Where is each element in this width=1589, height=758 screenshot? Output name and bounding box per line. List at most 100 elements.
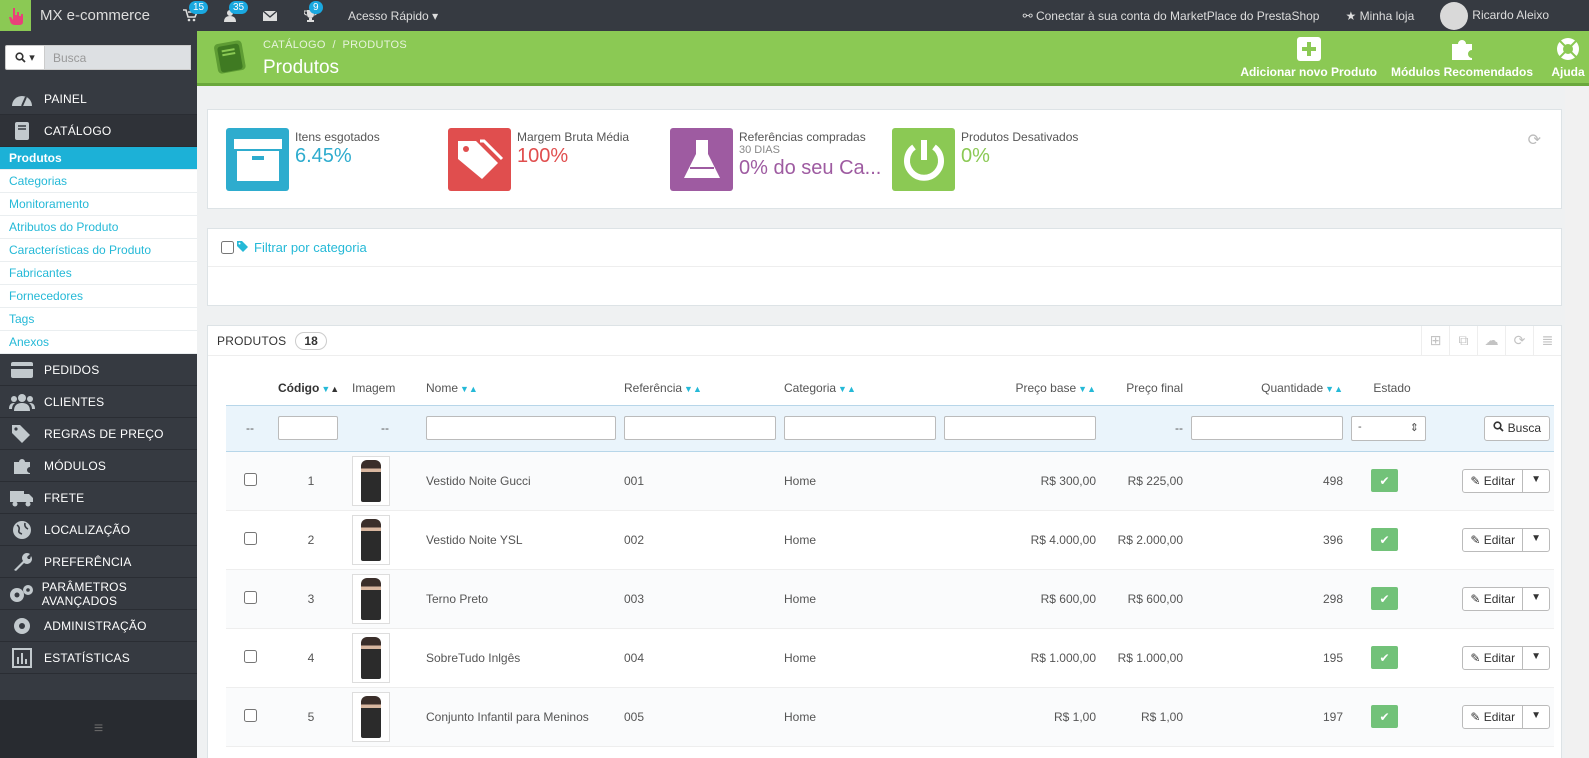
edit-button-group[interactable]: ✎ Editar ▼ <box>1462 586 1550 611</box>
table-row[interactable]: 4 SobreTudo Inlgês 004 Home R$ 1.000,00 … <box>226 628 1554 688</box>
kpi-out-of-stock[interactable]: Itens esgotados 6.45% <box>226 128 380 191</box>
kpi-disabled-products[interactable]: Produtos Desativados 0% <box>892 128 1078 191</box>
table-row[interactable]: 5 Conjunto Infantil para Meninos 005 Hom… <box>226 687 1554 747</box>
help-button[interactable]: Ajuda <box>1547 37 1589 79</box>
kpi-gross-margin[interactable]: Margem Bruta Média 100% <box>448 128 629 191</box>
submenu-item-fabricantes[interactable]: Fabricantes <box>0 262 197 285</box>
product-thumbnail[interactable] <box>352 573 390 624</box>
row-checkbox[interactable] <box>243 590 257 604</box>
sort-arrows-icon[interactable]: ▼▲ <box>684 383 702 394</box>
sidebar-item-preferencia[interactable]: PREFERÊNCIA <box>0 546 197 578</box>
submenu-item-anexos[interactable]: Anexos <box>0 331 197 354</box>
external-link-icon[interactable]: ⧉ <box>1449 325 1477 356</box>
sidebar-item-regras-preco[interactable]: REGRAS DE PREÇO <box>0 418 197 450</box>
product-thumbnail[interactable] <box>352 691 390 742</box>
edit-button-group[interactable]: ✎ Editar ▼ <box>1462 704 1550 729</box>
refresh-list-icon[interactable]: ⟳ <box>1505 325 1533 356</box>
column-header-name[interactable]: Nome ▼▲ <box>426 380 478 395</box>
edit-button[interactable]: ✎ Editar <box>1463 646 1524 669</box>
sort-arrows-icon[interactable]: ▼▲ <box>1325 383 1343 394</box>
product-thumbnail[interactable] <box>352 514 390 565</box>
status-enabled-toggle[interactable]: ✔ <box>1371 646 1398 669</box>
filter-by-category-link[interactable]: Filtrar por categoria <box>254 240 367 255</box>
add-product-button[interactable]: Adicionar novo Produto <box>1240 37 1377 79</box>
edit-button[interactable]: ✎ Editar <box>1463 469 1524 492</box>
filter-reference-input[interactable] <box>624 416 776 440</box>
marketplace-link[interactable]: ⚯ Conectar à sua conta do MarketPlace do… <box>1023 9 1320 23</box>
submenu-item-tags[interactable]: Tags <box>0 308 197 331</box>
sidebar-search-input[interactable]: Busca <box>45 45 191 70</box>
database-icon[interactable]: ≣ <box>1533 325 1561 356</box>
edit-dropdown-toggle[interactable]: ▼ <box>1523 706 1549 728</box>
submenu-item-categorias[interactable]: Categorias <box>0 170 197 193</box>
product-thumbnail[interactable] <box>352 632 390 683</box>
sort-arrows-icon[interactable]: ▼▲ <box>321 383 340 394</box>
column-header-code[interactable]: Código ▼▲ <box>278 380 340 395</box>
sidebar-item-parametros[interactable]: PARÂMETROS AVANÇADOS <box>0 578 197 610</box>
messages-notification[interactable] <box>250 0 290 31</box>
submenu-item-atributos[interactable]: Atributos do Produto <box>0 216 197 239</box>
row-checkbox[interactable] <box>243 472 257 486</box>
filter-status-select[interactable]: - ⇕ <box>1351 415 1426 441</box>
shop-name[interactable]: MX e-commerce <box>40 7 151 24</box>
edit-dropdown-toggle[interactable]: ▼ <box>1523 529 1549 551</box>
status-enabled-toggle[interactable]: ✔ <box>1371 469 1398 492</box>
filter-by-category-checkbox[interactable] <box>221 241 234 254</box>
sort-arrows-icon[interactable]: ▼▲ <box>460 383 478 394</box>
recommended-modules-button[interactable]: Módulos Recomendados <box>1391 37 1533 79</box>
edit-button[interactable]: ✎ Editar <box>1463 528 1524 551</box>
sidebar-item-painel[interactable]: PAINEL <box>0 83 197 115</box>
orders-notification[interactable]: 15 <box>170 0 210 31</box>
row-checkbox[interactable] <box>243 531 257 545</box>
sidebar-item-modulos[interactable]: MÓDULOS <box>0 450 197 482</box>
column-header-base-price[interactable]: Preço base ▼▲ <box>1015 380 1096 395</box>
table-row[interactable]: 1 Vestido Noite Gucci 001 Home R$ 300,00… <box>226 451 1554 511</box>
column-header-reference[interactable]: Referência ▼▲ <box>624 380 702 395</box>
trophy-notification[interactable]: 9 <box>290 0 330 31</box>
edit-dropdown-toggle[interactable]: ▼ <box>1523 588 1549 610</box>
edit-button[interactable]: ✎ Editar <box>1463 705 1524 728</box>
sidebar-item-localizacao[interactable]: LOCALIZAÇÃO <box>0 514 197 546</box>
user-menu[interactable]: Ricardo Aleixo <box>1440 1 1549 30</box>
filter-name-input[interactable] <box>426 416 616 440</box>
edit-dropdown-toggle[interactable]: ▼ <box>1523 647 1549 669</box>
search-type-button[interactable]: ▾ <box>5 45 45 70</box>
status-enabled-toggle[interactable]: ✔ <box>1371 705 1398 728</box>
quick-access-menu[interactable]: Acesso Rápido ▾ <box>348 9 438 23</box>
submenu-item-monitoramento[interactable]: Monitoramento <box>0 193 197 216</box>
cloud-upload-icon[interactable]: ☁ <box>1477 325 1505 356</box>
filter-quantity-input[interactable] <box>1191 416 1343 440</box>
product-thumbnail[interactable] <box>352 455 390 506</box>
sidebar-item-administracao[interactable]: ADMINISTRAÇÃO <box>0 610 197 642</box>
prestashop-logo-icon[interactable] <box>0 0 31 31</box>
page-scrollbar[interactable] <box>1565 86 1589 758</box>
add-icon[interactable]: ⊞ <box>1421 325 1449 356</box>
my-shop-link[interactable]: ★ Minha loja <box>1345 9 1414 23</box>
sidebar-item-pedidos[interactable]: PEDIDOS <box>0 354 197 386</box>
sort-arrows-icon[interactable]: ▼▲ <box>838 383 856 394</box>
column-header-category[interactable]: Categoria ▼▲ <box>784 380 856 395</box>
row-checkbox[interactable] <box>243 708 257 722</box>
submenu-item-caracteristicas[interactable]: Características do Produto <box>0 239 197 262</box>
table-row[interactable]: 3 Terno Preto 003 Home R$ 600,00 R$ 600,… <box>226 569 1554 629</box>
filter-base-price-input[interactable] <box>944 416 1096 440</box>
row-checkbox[interactable] <box>243 649 257 663</box>
collapse-menu-button[interactable]: ≡ <box>0 700 197 758</box>
search-button[interactable]: Busca <box>1484 415 1550 441</box>
breadcrumb-catalog[interactable]: CATÁLOGO <box>263 39 326 51</box>
breadcrumb-products[interactable]: PRODUTOS <box>342 39 408 51</box>
submenu-item-produtos[interactable]: Produtos <box>0 147 197 170</box>
edit-button[interactable]: ✎ Editar <box>1463 587 1524 610</box>
column-header-quantity[interactable]: Quantidade ▼▲ <box>1261 380 1343 395</box>
sidebar-item-estatisticas[interactable]: ESTATÍSTICAS <box>0 642 197 674</box>
submenu-item-fornecedores[interactable]: Fornecedores <box>0 285 197 308</box>
filter-code-input[interactable] <box>278 416 338 440</box>
sort-arrows-icon[interactable]: ▼▲ <box>1078 383 1096 394</box>
filter-category-input[interactable] <box>784 416 936 440</box>
edit-button-group[interactable]: ✎ Editar ▼ <box>1462 468 1550 493</box>
refresh-icon[interactable]: ⟳ <box>1527 132 1541 149</box>
sidebar-item-clientes[interactable]: CLIENTES <box>0 386 197 418</box>
sidebar-item-catalogo[interactable]: CATÁLOGO <box>0 115 197 147</box>
sidebar-item-frete[interactable]: FRETE <box>0 482 197 514</box>
table-row[interactable]: 2 Vestido Noite YSL 002 Home R$ 4.000,00… <box>226 510 1554 570</box>
